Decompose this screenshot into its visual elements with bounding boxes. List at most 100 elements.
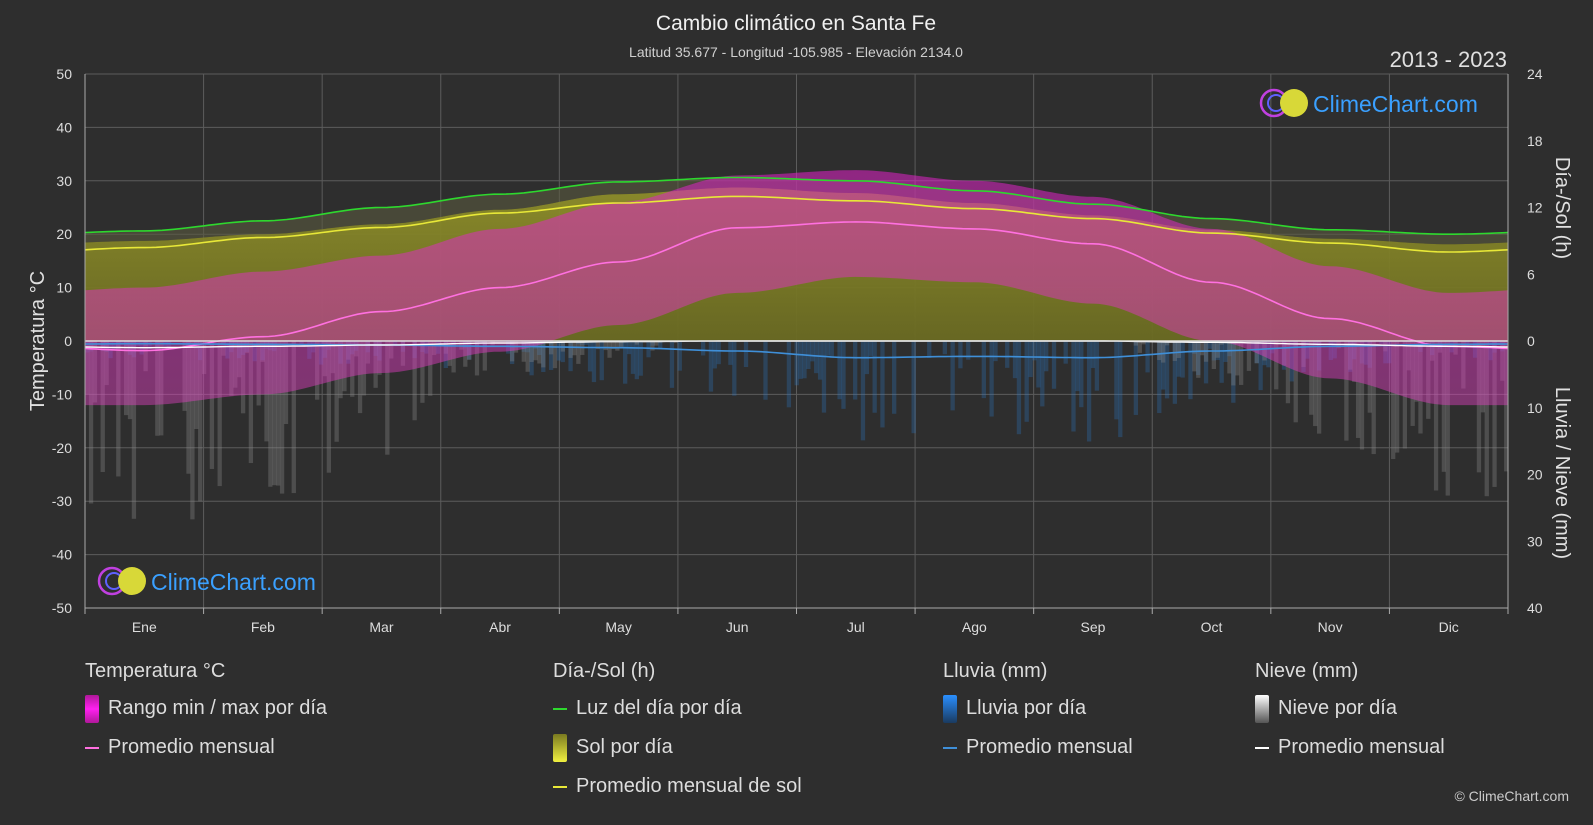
rain-bar — [634, 341, 640, 380]
snow-bar — [1359, 341, 1365, 450]
rain-bar — [1090, 341, 1096, 368]
x-tick-label: Jun — [726, 619, 749, 635]
y-right-top-tick-label: 12 — [1527, 200, 1543, 216]
legend-item: Lluvia por día — [943, 695, 1133, 736]
rain-bar — [1094, 341, 1100, 391]
rain-bar — [966, 341, 971, 360]
legend-snow: Nieve (mm) Nieve por día Promedio mensua… — [1255, 660, 1445, 775]
snow-bar — [291, 341, 296, 494]
y-left-tick-label: -20 — [52, 440, 72, 456]
legend-item: Rango min / max por día — [85, 695, 327, 736]
snow-bar — [1161, 341, 1166, 363]
rain-bar — [1051, 341, 1057, 389]
snow-bar — [1231, 341, 1236, 386]
legend-label: Luz del día por día — [576, 697, 742, 719]
snow-bar — [279, 341, 285, 494]
legend-title: Día-/Sol (h) — [553, 660, 656, 682]
snow-bar — [1157, 341, 1162, 361]
rain-bar — [1219, 341, 1224, 383]
snow-bar — [1196, 341, 1201, 378]
snow-bar — [521, 341, 526, 362]
rain-bar — [829, 341, 834, 359]
y-left-tick-label: -50 — [52, 600, 72, 616]
rain-bar — [1258, 341, 1263, 391]
x-tick-label: Jul — [847, 619, 865, 635]
y-right-bottom-tick-label: 10 — [1527, 400, 1543, 416]
rain-bar — [880, 341, 885, 428]
legend-sun: Día-/Sol (h) Luz del día por día Sol por… — [553, 660, 802, 814]
rain-bar — [825, 341, 831, 356]
snow-bar — [619, 341, 624, 347]
snow-bar — [650, 341, 655, 351]
rain-bar — [786, 341, 792, 408]
x-tick-label: May — [605, 619, 631, 635]
snow-bar — [209, 341, 215, 469]
x-tick-label: Sep — [1080, 619, 1105, 635]
rain-bar — [509, 341, 515, 365]
snow-bar — [1200, 341, 1205, 356]
rain-bar — [1192, 341, 1197, 354]
rain-bar — [1145, 341, 1150, 373]
brand-text-bottom: ClimeChart.com — [151, 569, 316, 595]
snow-bar — [607, 341, 612, 358]
snow-bar — [1238, 341, 1244, 385]
rain-bar — [989, 341, 994, 417]
y-right-bottom-tick-label: 20 — [1527, 467, 1543, 483]
snow-bar — [420, 341, 425, 403]
snow-bar — [428, 341, 433, 396]
legend-label: Promedio mensual — [108, 736, 275, 758]
rain-bar — [1180, 341, 1185, 378]
snow-bar — [268, 341, 273, 487]
rain-bar — [700, 341, 706, 356]
x-tick-label: Oct — [1201, 619, 1223, 635]
y-left-tick-label: -10 — [52, 386, 72, 402]
rain-bar — [1040, 341, 1045, 407]
legend-label: Nieve por día — [1278, 697, 1397, 719]
legend-swatch-temp-avg — [85, 747, 99, 749]
y-left-tick-label: -30 — [52, 493, 72, 509]
snow-bar — [1192, 341, 1197, 372]
snow-bar — [326, 341, 332, 473]
rain-bar — [817, 341, 823, 380]
rain-bar — [892, 341, 897, 414]
legend-rain: Lluvia (mm) Lluvia por día Promedio mens… — [943, 660, 1133, 775]
rain-bar — [950, 341, 955, 411]
rain-bar — [794, 341, 799, 386]
rain-bar — [560, 341, 565, 363]
snow-bar — [568, 341, 573, 358]
rain-bar — [872, 341, 877, 413]
snow-bar — [537, 341, 542, 364]
snow-bar — [1371, 341, 1376, 455]
legend-title: Temperatura °C — [85, 660, 226, 682]
snow-bar — [1172, 341, 1178, 361]
snow-bar — [88, 341, 94, 504]
snow-bar — [525, 341, 530, 372]
rain-bar — [584, 341, 589, 345]
legend-label: Lluvia por día — [966, 697, 1087, 719]
rain-bar — [541, 341, 546, 373]
rain-bar — [580, 341, 585, 346]
snow-bar — [533, 341, 538, 361]
snow-bar — [1391, 341, 1396, 460]
snow-bar — [1293, 341, 1298, 423]
legend-label: Rango min / max por día — [108, 697, 327, 719]
logo-sun-icon — [1280, 89, 1308, 117]
snow-bar — [603, 341, 608, 351]
legend-item: Promedio mensual — [85, 736, 327, 775]
snow-bar — [272, 341, 277, 486]
snow-bar — [1235, 341, 1240, 376]
snow-bar — [1211, 341, 1217, 369]
snow-bar — [509, 341, 515, 362]
rain-bar — [1016, 341, 1022, 435]
legend-item: Promedio mensual — [943, 736, 1133, 775]
rain-bar — [802, 341, 807, 379]
snow-bar — [615, 341, 620, 351]
rain-bar — [1157, 341, 1162, 414]
snow-bar — [217, 341, 222, 487]
x-tick-label: Dic — [1439, 619, 1459, 635]
y-left-tick-label: 10 — [56, 280, 72, 296]
snow-bar — [1309, 341, 1314, 415]
x-tick-label: Feb — [251, 619, 275, 635]
rain-bar — [743, 341, 749, 368]
